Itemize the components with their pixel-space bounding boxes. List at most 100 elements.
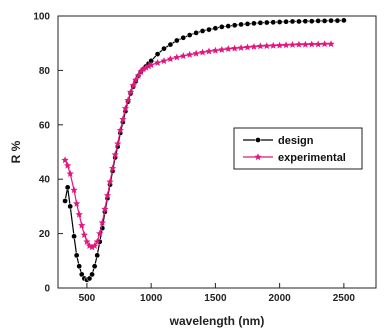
design-point — [62, 198, 68, 204]
design-point — [212, 25, 219, 32]
experimental-point — [295, 40, 303, 48]
experimental-point — [137, 67, 145, 75]
experimental-point — [301, 40, 309, 48]
experimental-point — [93, 237, 101, 245]
series-layer — [61, 17, 347, 283]
design-point — [276, 19, 283, 25]
design-point — [263, 19, 270, 26]
design-point — [244, 21, 251, 27]
design-point — [251, 20, 257, 27]
experimental-point — [96, 229, 104, 237]
y-tick-label: 0 — [44, 284, 50, 295]
experimental-point — [263, 42, 271, 49]
design-point — [180, 34, 187, 41]
experimental-point — [139, 65, 148, 73]
experimental-point — [78, 221, 86, 229]
design-point — [73, 252, 80, 259]
experimental-point — [106, 178, 114, 185]
design-point — [67, 203, 74, 210]
design-point — [193, 30, 199, 36]
legend-experimental-label: experimental — [278, 152, 346, 164]
design-point — [321, 18, 328, 24]
experimental-point — [103, 191, 112, 199]
experimental-point — [243, 43, 252, 51]
y-tick-label: 40 — [39, 175, 51, 186]
design-point — [296, 18, 302, 25]
experimental-point — [144, 62, 153, 70]
experimental-point — [111, 150, 119, 158]
design-point — [199, 28, 206, 34]
experimental-point — [320, 40, 329, 48]
experimental-point — [126, 88, 135, 96]
experimental-point — [61, 156, 69, 164]
experimental-point — [237, 44, 245, 51]
design-point — [341, 17, 347, 24]
design-point — [206, 26, 212, 33]
design-point — [328, 17, 334, 24]
experimental-point — [70, 186, 78, 194]
legend-experimental-marker — [254, 153, 262, 161]
experimental-point — [205, 47, 213, 55]
experimental-point — [179, 52, 187, 60]
experimental-point — [91, 242, 99, 249]
experimental-point — [282, 41, 290, 49]
experimental-point — [173, 53, 181, 61]
y-tick-label: 100 — [33, 12, 50, 23]
experimental-point — [186, 50, 194, 58]
design-point — [238, 21, 244, 28]
y-tick-label: 80 — [39, 66, 51, 77]
experimental-point — [160, 57, 168, 64]
design-point — [270, 19, 277, 26]
design-point — [78, 271, 85, 278]
experimental-point — [308, 40, 316, 48]
experimental-point — [147, 61, 155, 69]
experimental-point — [276, 41, 284, 49]
design-point — [225, 23, 232, 29]
experimental-point — [66, 169, 74, 177]
y-tick-label: 60 — [39, 120, 51, 131]
design-point — [167, 41, 174, 48]
design-point — [283, 18, 289, 25]
experimental-point — [101, 205, 109, 213]
design-point — [308, 18, 315, 25]
design-point — [71, 233, 77, 240]
experimental-point — [288, 41, 297, 48]
experimental-point — [124, 96, 132, 104]
design-point — [89, 271, 95, 278]
x-axis-title: wavelength (nm) — [169, 314, 265, 328]
x-tick-label: 500 — [79, 293, 96, 304]
y-axis-title: R % — [9, 140, 23, 163]
legend-box — [233, 127, 363, 170]
experimental-point — [64, 161, 72, 169]
experimental-point — [83, 237, 91, 245]
design-point — [91, 263, 98, 270]
y-tick-label: 20 — [39, 229, 51, 240]
experimental-point — [256, 42, 264, 50]
legend-design-label: design — [278, 135, 314, 147]
experimental-point — [134, 72, 142, 79]
design-point — [289, 18, 296, 25]
design-point — [154, 51, 161, 57]
experimental-point — [73, 199, 81, 207]
experimental-point — [116, 126, 124, 134]
design-point — [302, 18, 309, 25]
legend: design experimental — [233, 127, 363, 170]
experimental-point — [132, 76, 140, 83]
design-point — [64, 184, 71, 191]
experimental-point — [224, 45, 232, 52]
experimental-point — [98, 218, 106, 226]
experimental-point — [108, 164, 117, 172]
design-point — [231, 22, 238, 29]
x-tick-label: 1000 — [140, 293, 163, 304]
design-point — [173, 37, 180, 44]
design-point — [94, 252, 101, 259]
experimental-point — [142, 63, 150, 71]
experimental-point — [129, 81, 137, 89]
design-point — [161, 45, 167, 52]
experimental-point — [198, 48, 207, 56]
design-point — [186, 32, 193, 38]
experimental-point — [121, 104, 130, 112]
series-experimental — [61, 40, 335, 251]
design-point — [334, 17, 341, 24]
